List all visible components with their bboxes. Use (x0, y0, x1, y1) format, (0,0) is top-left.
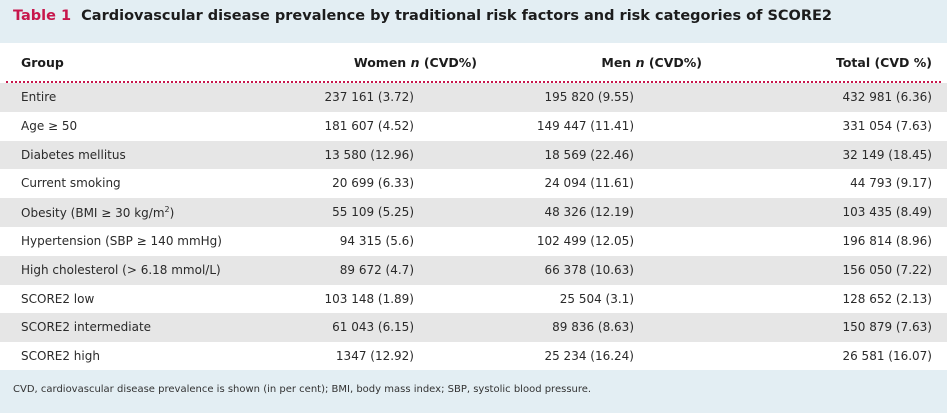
cell-men: 18 569 (22.46) (544, 147, 634, 162)
cell-men: 48 326 (12.19) (544, 205, 634, 220)
header-divider (6, 81, 941, 83)
cell-group: High cholesterol (> 6.18 mmol/L) (21, 262, 221, 277)
header-group: Group (21, 55, 64, 70)
cell-total: 196 814 (8.96) (842, 234, 932, 248)
cell-group: Diabetes mellitus (21, 147, 126, 162)
cell-group: Hypertension (SBP ≥ 140 mmHg) (21, 234, 222, 248)
cell-men: 89 836 (8.63) (552, 320, 634, 335)
cell-men: 25 504 (3.1) (559, 291, 634, 306)
table-row: Entire 237 161 (3.72) 195 820 (9.55) 432… (0, 83, 947, 112)
table-row: Hypertension (SBP ≥ 140 mmHg) 94 315 (5.… (0, 227, 947, 256)
cell-women: 1347 (12.92) (335, 349, 414, 364)
cell-women: 89 672 (4.7) (339, 262, 414, 277)
cell-men: 66 378 (10.63) (544, 262, 634, 277)
table-header-row: Group Women n (CVD%) Men n (CVD%) Total … (0, 43, 947, 83)
table-row: High cholesterol (> 6.18 mmol/L) 89 672 … (0, 255, 947, 285)
cell-women: 237 161 (3.72) (324, 90, 414, 104)
cell-total: 331 054 (7.63) (842, 118, 932, 133)
cell-women: 94 315 (5.6) (339, 234, 414, 248)
table-row: SCORE2 low 103 148 (1.89) 25 504 (3.1) 1… (0, 285, 947, 314)
cell-women: 61 043 (6.15) (332, 320, 414, 335)
cell-total: 128 652 (2.13) (842, 291, 932, 306)
cell-group: Current smoking (21, 176, 121, 191)
header-total: Total (CVD %) (835, 55, 932, 70)
cell-total: 26 581 (16.07) (842, 349, 932, 364)
table-caption: Table 1 Cardiovascular disease prevalence… (13, 8, 832, 24)
header-women: Women n (CVD%) (353, 55, 477, 70)
cell-total: 432 981 (6.36) (842, 90, 932, 104)
cell-total: 44 793 (9.17) (850, 176, 932, 191)
cell-women: 103 148 (1.89) (324, 291, 414, 306)
table-title: Cardiovascular disease prevalence by tra… (81, 8, 833, 24)
cell-total: 156 050 (7.22) (842, 262, 932, 277)
cell-group: Obesity (BMI ≥ 30 kg/m2) (21, 205, 175, 221)
header-men: Men n (CVD%) (601, 55, 702, 70)
cell-women: 55 109 (5.25) (332, 205, 414, 220)
cell-group: Age ≥ 50 (21, 118, 78, 133)
table-number: Table 1 (13, 8, 72, 24)
cell-group: Entire (21, 90, 57, 104)
cell-group: SCORE2 intermediate (21, 320, 152, 335)
table-row: Age ≥ 50 181 607 (4.52) 149 447 (11.41) … (0, 112, 947, 141)
cell-men: 195 820 (9.55) (544, 90, 634, 104)
table-footnote: CVD, cardiovascular disease prevalence i… (13, 384, 592, 395)
cell-men: 102 499 (12.05) (536, 234, 634, 248)
cell-total: 150 879 (7.63) (842, 320, 932, 335)
cell-total: 103 435 (8.49) (842, 205, 932, 220)
table-row: SCORE2 intermediate 61 043 (6.15) 89 836… (0, 313, 947, 343)
cell-men: 24 094 (11.61) (544, 176, 634, 191)
cell-group: SCORE2 low (21, 291, 95, 306)
table-row: Obesity (BMI ≥ 30 kg/m2) 55 109 (5.25) 4… (0, 198, 947, 227)
cell-women: 181 607 (4.52) (324, 118, 414, 133)
table-row: Current smoking 20 699 (6.33) 24 094 (11… (0, 169, 947, 198)
cell-women: 13 580 (12.96) (324, 147, 414, 162)
cell-total: 32 149 (18.45) (842, 147, 932, 162)
cell-men: 149 447 (11.41) (536, 118, 634, 133)
cell-group: SCORE2 high (21, 349, 100, 364)
table-body: Group Women n (CVD%) Men n (CVD%) Total … (0, 43, 947, 370)
cell-men: 25 234 (16.24) (544, 349, 634, 364)
table-row: SCORE2 high 1347 (12.92) 25 234 (16.24) … (0, 342, 947, 371)
table-row: Diabetes mellitus 13 580 (12.96) 18 569 … (0, 140, 947, 170)
cell-women: 20 699 (6.33) (332, 176, 414, 191)
